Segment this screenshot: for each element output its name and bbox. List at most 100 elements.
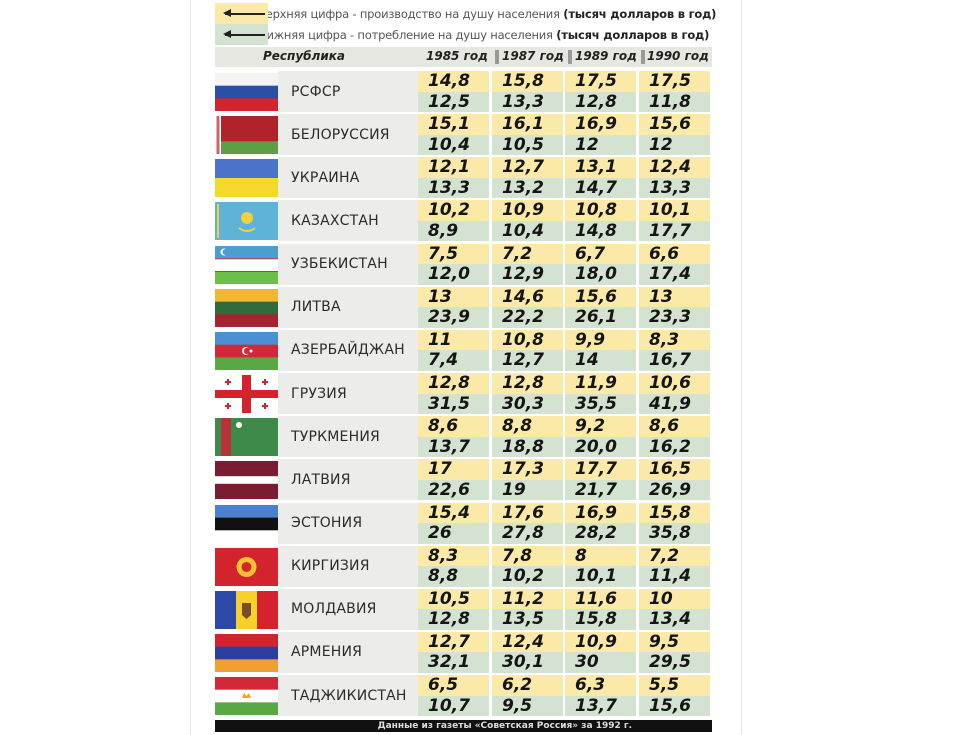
- consumption-value: 13,3: [418, 177, 489, 199]
- table-row: ЛИТВА 13 23,9 14,6 22,2 15,6 26,1 13 23,3: [215, 286, 712, 328]
- production-value: 9,9: [565, 329, 636, 351]
- value-cell: 14,6 22,2: [492, 286, 563, 328]
- value-cell: 9,9 14: [565, 329, 636, 371]
- consumption-value: 28,2: [565, 523, 636, 544]
- production-value: 15,8: [492, 71, 563, 92]
- consumption-value: 12,8: [418, 609, 489, 630]
- production-value: 15,6: [639, 114, 710, 135]
- consumption-value: 14: [565, 350, 636, 371]
- value-cell: 6,6 17,4: [639, 243, 710, 285]
- value-cell: 10,1 17,7: [639, 200, 710, 242]
- production-value: 13: [639, 286, 710, 308]
- value-cell: 15,1 10,4: [418, 114, 489, 156]
- value-cell: 12,4 30,1: [492, 631, 563, 673]
- production-value: 13: [418, 286, 489, 308]
- consumption-value: 10,4: [418, 134, 489, 156]
- value-cell: 11,9 35,5: [565, 373, 636, 415]
- value-cell: 13 23,9: [418, 286, 489, 328]
- production-value: 13,1: [565, 157, 636, 178]
- value-cell: 10,9 10,4: [492, 200, 563, 242]
- flag-icon: [215, 504, 278, 543]
- value-cell: 10,5 12,8: [418, 588, 489, 630]
- table-row: МОЛДАВИЯ 10,5 12,8 11,2 13,5 11,6 15,8 10 13,4: [215, 588, 712, 630]
- table-row: УКРАИНА 12,1 13,3 12,7 13,2 13,1 14,7 12,4 13,3: [215, 157, 712, 199]
- flag-icon: [215, 331, 278, 370]
- republic-name: РСФСР: [278, 71, 418, 112]
- consumption-value: 13,5: [492, 609, 563, 630]
- consumption-value: 27,8: [492, 523, 563, 544]
- arrow-left-icon: [223, 31, 265, 37]
- value-cell: 11 7,4: [418, 329, 489, 371]
- value-cell: 16,1 10,5: [492, 114, 563, 156]
- consumption-value: 10,5: [492, 134, 563, 156]
- table-header: Республика 1985 год 1987 год 1989 год 19…: [215, 47, 712, 67]
- value-cell: 12,8 31,5: [418, 373, 489, 415]
- value-cell: 15,6 12: [639, 114, 710, 156]
- production-value: 11,2: [492, 588, 563, 610]
- value-cell: 9,5 29,5: [639, 631, 710, 673]
- production-value: 12,4: [492, 631, 563, 653]
- header-separator: [568, 50, 572, 64]
- republic-name: ТУРКМЕНИЯ: [278, 416, 418, 458]
- production-value: 10,9: [565, 631, 636, 653]
- legend-consumption-text: Нижняя цифра - потребление на душу насел…: [258, 27, 553, 42]
- table-row: УЗБЕКИСТАН 7,5 12,0 7,2 12,9 6,7 18,0 6,6 17,4: [215, 243, 712, 285]
- consumption-value: 10,1: [565, 566, 636, 587]
- consumption-value: 7,4: [418, 350, 489, 371]
- production-value: 11: [418, 329, 489, 351]
- value-cell: 14,8 12,5: [418, 71, 489, 112]
- table-row: РСФСР 14,8 12,5 15,8 13,3 17,5 12,8 17,5 11,8: [215, 71, 712, 112]
- consumption-value: 8,9: [418, 220, 489, 242]
- republic-name: ГРУЗИЯ: [278, 373, 418, 415]
- flag-icon: [215, 202, 278, 241]
- consumption-value: 21,7: [565, 479, 636, 501]
- consumption-value: 12,0: [418, 264, 489, 285]
- consumption-value: 16,7: [639, 350, 710, 371]
- production-value: 10,9: [492, 200, 563, 221]
- flag-icon: [215, 116, 278, 155]
- header-year: 1985 год: [426, 49, 488, 63]
- header-separator: [495, 50, 499, 64]
- value-cell: 16,9 28,2: [565, 502, 636, 544]
- value-cell: 15,8 13,3: [492, 71, 563, 112]
- production-value: 10,2: [418, 200, 489, 221]
- production-value: 6,2: [492, 675, 563, 696]
- production-value: 15,6: [565, 286, 636, 308]
- consumption-value: 30,3: [492, 393, 563, 415]
- source-footer: Данные из газеты «Советская Россия» за 1…: [215, 720, 712, 732]
- value-cell: 15,8 35,8: [639, 502, 710, 544]
- production-value: 12,4: [639, 157, 710, 178]
- consumption-value: 10,7: [418, 695, 489, 717]
- production-value: 7,2: [639, 545, 710, 567]
- arrow-left-icon: [223, 10, 265, 16]
- value-cell: 7,5 12,0: [418, 243, 489, 285]
- value-cell: 17,3 19: [492, 459, 563, 501]
- consumption-value: 13,4: [639, 609, 710, 630]
- republic-name: АЗЕРБАЙДЖАН: [278, 329, 418, 371]
- flag-icon: [215, 418, 278, 457]
- production-value: 10,8: [565, 200, 636, 221]
- republic-name: ЛАТВИЯ: [278, 459, 418, 501]
- republic-name: ЛИТВА: [278, 286, 418, 328]
- flag-icon: [215, 547, 278, 586]
- consumption-value: 35,8: [639, 523, 710, 544]
- value-cell: 8,8 18,8: [492, 416, 563, 458]
- production-value: 15,4: [418, 502, 489, 523]
- production-value: 15,1: [418, 114, 489, 135]
- consumption-value: 11,4: [639, 566, 710, 587]
- header-year: 1987 год: [502, 49, 564, 63]
- consumption-value: 9,5: [492, 695, 563, 717]
- production-value: 12,1: [418, 157, 489, 178]
- flag-icon: [215, 590, 278, 629]
- value-cell: 16,5 26,9: [639, 459, 710, 501]
- production-value: 7,5: [418, 243, 489, 265]
- value-cell: 10,9 30: [565, 631, 636, 673]
- consumption-value: 23,9: [418, 307, 489, 328]
- consumption-value: 15,8: [565, 609, 636, 630]
- production-value: 17,5: [639, 71, 710, 92]
- header-republic: Республика: [263, 49, 345, 63]
- consumption-value: 26: [418, 523, 489, 544]
- value-cell: 12,7 32,1: [418, 631, 489, 673]
- republic-name: АРМЕНИЯ: [278, 631, 418, 673]
- production-value: 8,3: [639, 329, 710, 351]
